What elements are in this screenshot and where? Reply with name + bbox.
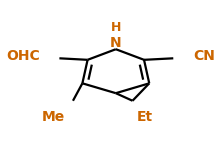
Text: CN: CN (193, 49, 215, 63)
Text: Me: Me (42, 110, 65, 124)
Text: OHC: OHC (6, 49, 40, 63)
Text: Et: Et (137, 110, 153, 124)
Text: H: H (111, 21, 121, 34)
Text: N: N (110, 36, 122, 50)
